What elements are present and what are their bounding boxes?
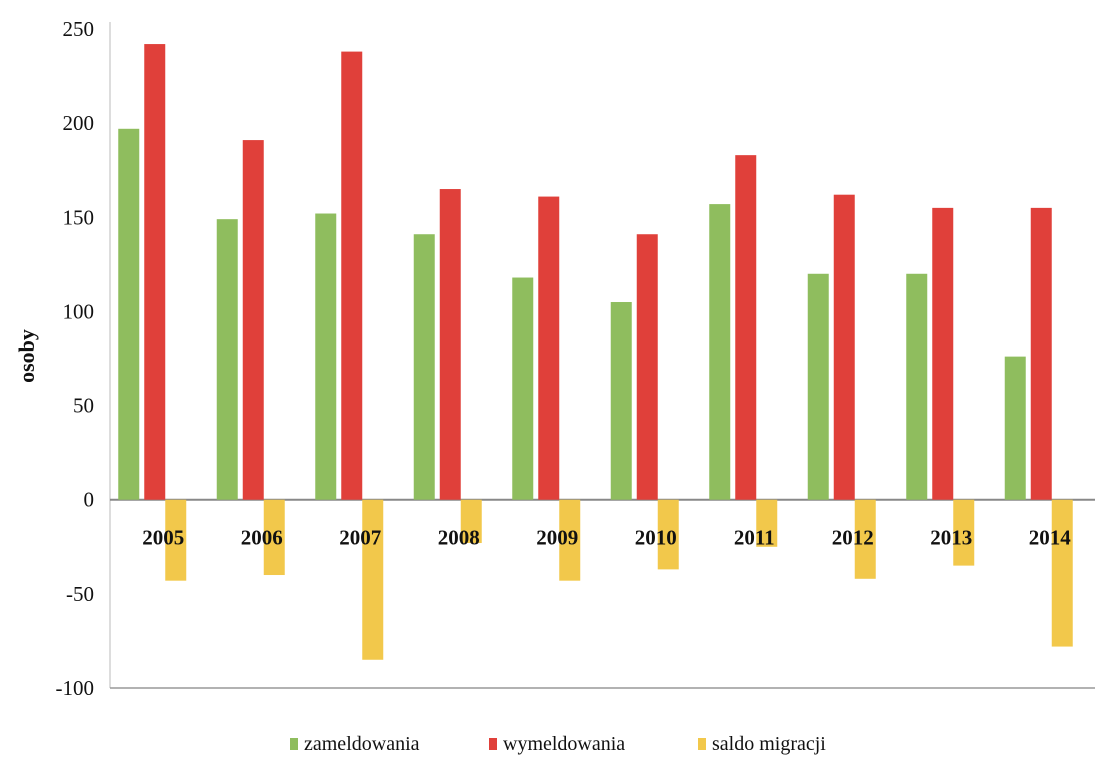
bars-group [118,44,1073,660]
bar-saldo-migracji [165,499,187,581]
bar-zameldowania [216,219,238,500]
bar-zameldowania [413,234,435,500]
x-category-label: 2012 [832,526,874,550]
y-tick-label: 250 [63,17,95,41]
y-tick-label: 200 [63,111,95,135]
bar-wymeldowania [439,189,461,500]
legend-swatch-wymeldowania [489,738,497,750]
bar-saldo-migracji [362,499,384,660]
bar-wymeldowania [341,51,363,500]
x-category-label: 2010 [635,526,677,550]
bar-saldo-migracji [756,499,778,547]
x-category-label: 2014 [1029,526,1072,550]
y-tick-label: 50 [73,394,94,418]
bar-wymeldowania [1030,207,1052,500]
bar-saldo-migracji [953,499,975,566]
bar-zameldowania [118,128,140,500]
y-tick-label: 0 [84,488,95,512]
legend: zameldowania wymeldowania saldo migracji [290,733,826,755]
bar-zameldowania [512,277,534,500]
y-axis-title: osoby [14,329,39,383]
y-tick-label: 150 [63,205,95,229]
bar-zameldowania [315,213,337,500]
bar-zameldowania [709,204,731,500]
x-category-label: 2005 [142,526,184,550]
bar-wymeldowania [144,44,166,500]
bar-wymeldowania [735,155,757,500]
bar-wymeldowania [932,207,954,500]
bar-saldo-migracji [1051,499,1073,647]
bar-saldo-migracji [854,499,876,579]
y-tick-label: 100 [63,299,95,323]
bar-saldo-migracji [559,499,581,581]
y-tick-label: -100 [56,676,95,700]
category-labels: 2005 2006 2007 2008 2009 2010 2011 2012 2013 2014 [142,526,1071,550]
x-category-label: 2008 [438,526,480,550]
bar-wymeldowania [636,234,658,500]
x-category-label: 2006 [241,526,283,550]
bar-zameldowania [807,273,829,500]
bar-wymeldowania [242,140,264,500]
y-tick-label: -50 [66,582,94,606]
x-category-label: 2013 [930,526,972,550]
bar-wymeldowania [833,194,855,500]
legend-label-saldo-migracji: saldo migracji [712,733,826,755]
legend-swatch-saldo-migracji [698,738,706,750]
legend-swatch-zameldowania [290,738,298,750]
bar-saldo-migracji [657,499,679,570]
bar-zameldowania [906,273,928,500]
x-category-label: 2007 [339,526,381,550]
y-tick-labels: 250 200 150 100 50 0 -50 -100 [56,17,95,700]
bar-wymeldowania [538,196,560,500]
legend-label-wymeldowania: wymeldowania [503,733,625,755]
x-category-label: 2009 [536,526,578,550]
bar-zameldowania [1004,356,1026,500]
bar-saldo-migracji [460,499,482,544]
bar-saldo-migracji [263,499,285,576]
x-category-label: 2011 [734,526,775,550]
bar-zameldowania [610,302,632,500]
legend-label-zameldowania: zameldowania [304,733,420,755]
